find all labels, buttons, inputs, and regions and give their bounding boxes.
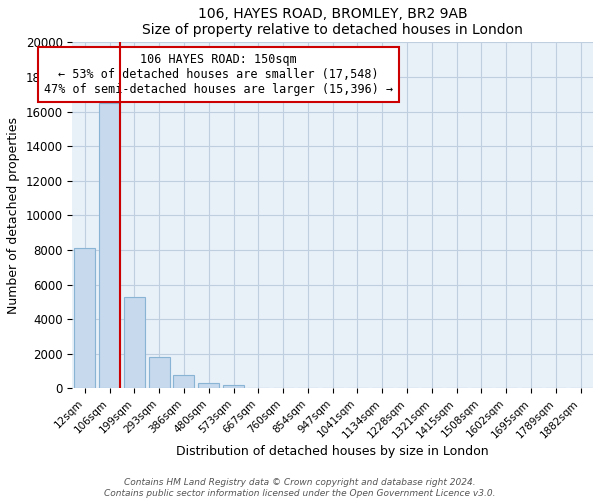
Title: 106, HAYES ROAD, BROMLEY, BR2 9AB
Size of property relative to detached houses i: 106, HAYES ROAD, BROMLEY, BR2 9AB Size o… [142, 7, 523, 37]
Bar [124, 296, 145, 388]
Text: Contains HM Land Registry data © Crown copyright and database right 2024.
Contai: Contains HM Land Registry data © Crown c… [104, 478, 496, 498]
Bar [223, 385, 244, 388]
Y-axis label: Number of detached properties: Number of detached properties [7, 117, 20, 314]
Bar [173, 375, 194, 388]
Bar [99, 103, 120, 388]
Bar [74, 248, 95, 388]
X-axis label: Distribution of detached houses by size in London: Distribution of detached houses by size … [176, 445, 489, 458]
Bar [198, 383, 219, 388]
Text: 106 HAYES ROAD: 150sqm
← 53% of detached houses are smaller (17,548)
47% of semi: 106 HAYES ROAD: 150sqm ← 53% of detached… [44, 53, 393, 96]
Bar [149, 357, 170, 388]
